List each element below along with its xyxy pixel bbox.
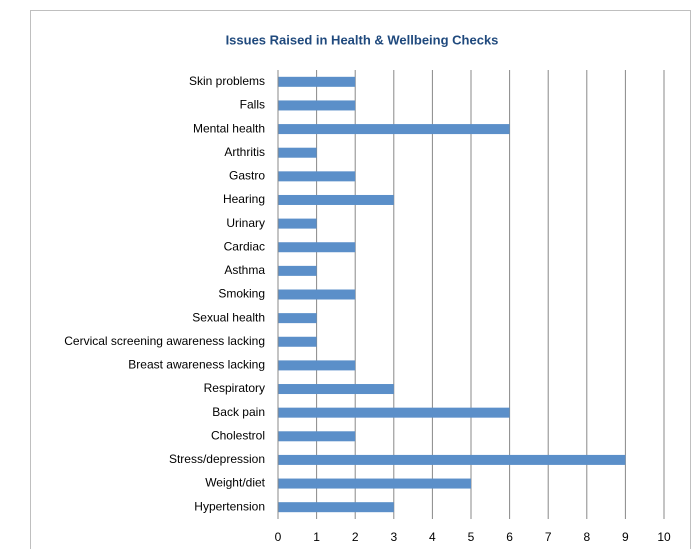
bar bbox=[278, 454, 626, 465]
y-tick-label: Cardiac bbox=[224, 239, 265, 253]
bar bbox=[278, 171, 356, 182]
x-tick-label: 8 bbox=[583, 530, 590, 544]
x-tick-label: 7 bbox=[545, 530, 552, 544]
x-tick-label: 10 bbox=[657, 530, 671, 544]
y-tick-label: Hearing bbox=[223, 192, 265, 206]
x-tick-label: 4 bbox=[429, 530, 436, 544]
y-tick-label: Mental health bbox=[193, 121, 265, 135]
x-tick-label: 3 bbox=[390, 530, 397, 544]
bar bbox=[278, 336, 317, 347]
y-tick-label: Cholestrol bbox=[211, 428, 265, 442]
bar bbox=[278, 478, 471, 489]
y-tick-label: Sexual health bbox=[192, 310, 265, 324]
x-tick-label: 9 bbox=[622, 530, 629, 544]
y-tick-label: Skin problems bbox=[189, 74, 265, 88]
chart-title: Issues Raised in Health & Wellbeing Chec… bbox=[226, 32, 499, 47]
bar bbox=[278, 194, 394, 205]
y-tick-label: Stress/depression bbox=[169, 452, 265, 466]
chart-frame bbox=[30, 10, 691, 549]
bar bbox=[278, 76, 356, 87]
bar bbox=[278, 313, 317, 324]
y-tick-label: Urinary bbox=[226, 216, 265, 230]
bar bbox=[278, 360, 356, 371]
bar bbox=[278, 218, 317, 229]
y-tick-label: Arthritis bbox=[224, 145, 265, 159]
bar bbox=[278, 124, 510, 135]
y-tick-label: Breast awareness lacking bbox=[128, 358, 265, 372]
x-tick-label: 0 bbox=[275, 530, 282, 544]
y-tick-label: Asthma bbox=[224, 263, 265, 277]
y-tick-label: Gastro bbox=[229, 169, 265, 183]
y-tick-label: Back pain bbox=[212, 405, 265, 419]
bar bbox=[278, 407, 510, 418]
y-tick-label: Cervical screening awareness lacking bbox=[64, 334, 265, 348]
x-tick-label: 1 bbox=[313, 530, 320, 544]
y-tick-label: Weight/diet bbox=[205, 476, 265, 490]
bar bbox=[278, 265, 317, 276]
bar bbox=[278, 100, 356, 111]
y-tick-label: Hypertension bbox=[194, 499, 265, 513]
y-tick-label: Falls bbox=[240, 98, 265, 112]
bar bbox=[278, 289, 356, 300]
bar bbox=[278, 242, 356, 253]
x-tick-label: 5 bbox=[468, 530, 475, 544]
y-tick-label: Smoking bbox=[218, 287, 265, 301]
bar bbox=[278, 147, 317, 158]
bar bbox=[278, 431, 356, 442]
bar bbox=[278, 384, 394, 395]
bar bbox=[278, 502, 394, 513]
x-tick-label: 2 bbox=[352, 530, 359, 544]
y-tick-label: Respiratory bbox=[204, 381, 265, 395]
x-tick-label: 6 bbox=[506, 530, 513, 544]
